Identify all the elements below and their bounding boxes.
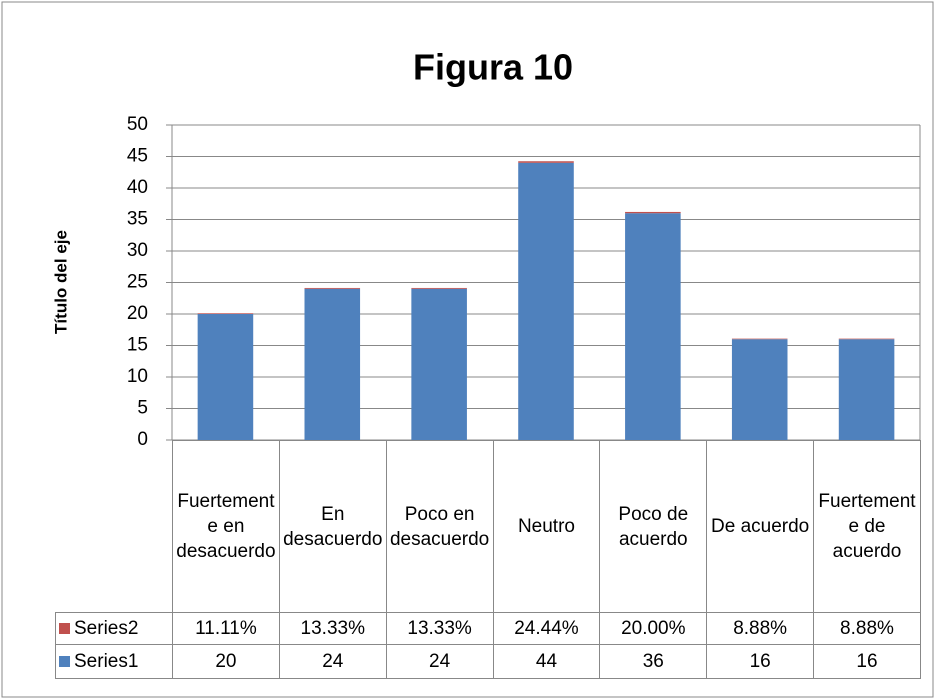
legend-cell: Series2 bbox=[55, 612, 173, 645]
y-tick-label: 25 bbox=[127, 272, 148, 293]
table-value: 8.88% bbox=[813, 612, 921, 645]
table-value: 20 bbox=[172, 644, 280, 679]
y-axis-title: Título del eje bbox=[51, 230, 70, 334]
table-value: 11.11% bbox=[172, 612, 280, 645]
bar-segment bbox=[625, 211, 681, 214]
bar-segment bbox=[518, 162, 574, 441]
table-corner bbox=[56, 441, 173, 613]
y-tick-label: 40 bbox=[127, 177, 148, 198]
bar-segment bbox=[838, 339, 895, 440]
y-tick-label: 50 bbox=[127, 114, 148, 135]
bar-segment bbox=[518, 161, 574, 163]
category-label: Poco en desacuerdo bbox=[385, 440, 494, 613]
table-value: 13.33% bbox=[278, 612, 387, 645]
legend-label: Series2 bbox=[74, 618, 139, 639]
table-value: 16 bbox=[706, 644, 815, 679]
table-value: 8.88% bbox=[706, 612, 815, 645]
y-tick-label: 35 bbox=[127, 209, 148, 230]
y-tick-label: 0 bbox=[137, 429, 148, 450]
y-tick-label: 10 bbox=[127, 366, 148, 387]
bar-segment bbox=[731, 338, 788, 340]
table-value: 24.44% bbox=[492, 612, 601, 645]
legend-swatch bbox=[59, 623, 70, 635]
category-label: En desacuerdo bbox=[278, 440, 387, 613]
bar-segment bbox=[838, 338, 895, 340]
legend-label: Series1 bbox=[74, 651, 139, 672]
bar-segment bbox=[731, 339, 788, 440]
bar-segment bbox=[304, 288, 361, 440]
table-value: 44 bbox=[492, 644, 601, 679]
y-tick-label: 15 bbox=[127, 335, 148, 356]
table-value: 24 bbox=[278, 644, 387, 679]
table-value: 20.00% bbox=[599, 612, 708, 645]
bar-segment bbox=[625, 213, 681, 440]
legend-swatch bbox=[59, 656, 70, 668]
table-value: 36 bbox=[599, 644, 708, 679]
chart-title: Figura 10 bbox=[413, 47, 573, 88]
y-tick-label: 45 bbox=[127, 146, 148, 167]
table-value: 13.33% bbox=[385, 612, 494, 645]
category-label: Neutro bbox=[492, 440, 601, 613]
category-label: De acuerdo bbox=[706, 440, 815, 613]
category-label: Fuertemente de acuerdo bbox=[813, 440, 921, 613]
legend-cell: Series1 bbox=[55, 644, 173, 679]
bar-segment bbox=[304, 287, 361, 289]
bar-segment bbox=[197, 314, 254, 440]
category-label: Poco de acuerdo bbox=[599, 440, 708, 613]
y-tick-label: 5 bbox=[137, 398, 148, 419]
category-label: Fuertemente en desacuerdo bbox=[172, 440, 280, 613]
bar-segment bbox=[411, 288, 467, 440]
bar-segment bbox=[197, 313, 254, 314]
bar-segment bbox=[411, 287, 467, 289]
table-value: 24 bbox=[385, 644, 494, 679]
data-table: Fuertemente en desacuerdo En desacuerdo Po… bbox=[55, 440, 921, 679]
table-value: 16 bbox=[813, 644, 921, 679]
y-tick-label: 30 bbox=[127, 240, 148, 261]
y-tick-label: 20 bbox=[127, 303, 148, 324]
